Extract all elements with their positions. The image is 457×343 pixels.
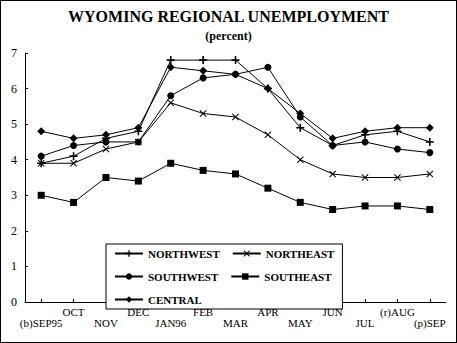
svg-text:JAN96: JAN96 [155, 317, 187, 329]
svg-text:APR: APR [257, 305, 279, 318]
svg-text:(p)SEP: (p)SEP [414, 317, 446, 330]
svg-text:NORTHWEST: NORTHWEST [148, 248, 220, 260]
svg-text:MAR: MAR [223, 317, 249, 329]
svg-text:OCT: OCT [63, 306, 85, 318]
svg-text:2: 2 [11, 224, 17, 238]
svg-text:(percent): (percent) [205, 29, 251, 43]
svg-text:CENTRAL: CENTRAL [148, 294, 202, 306]
svg-text:4: 4 [11, 153, 17, 167]
svg-text:3: 3 [11, 188, 17, 202]
svg-text:7: 7 [11, 46, 17, 60]
svg-text:DEC: DEC [127, 305, 150, 318]
svg-text:WYOMING REGIONAL UNEMPLOYMENT: WYOMING REGIONAL UNEMPLOYMENT [68, 8, 389, 25]
svg-text:JUL: JUL [356, 317, 375, 329]
svg-text:0: 0 [11, 295, 17, 309]
svg-text:5: 5 [11, 117, 17, 131]
svg-text:SOUTHEAST: SOUTHEAST [264, 271, 332, 283]
svg-text:NOV: NOV [94, 317, 118, 329]
svg-text:NORTHEAST: NORTHEAST [266, 248, 335, 260]
svg-text:6: 6 [11, 82, 17, 96]
svg-text:1: 1 [11, 259, 17, 273]
svg-text:MAY: MAY [288, 317, 313, 329]
svg-text:(r)AUG: (r)AUG [380, 306, 415, 319]
svg-text:FEB: FEB [193, 305, 214, 318]
svg-text:JUN: JUN [322, 305, 343, 318]
svg-text:(b)SEP95: (b)SEP95 [20, 317, 63, 330]
svg-text:SOUTHWEST: SOUTHWEST [148, 271, 219, 283]
